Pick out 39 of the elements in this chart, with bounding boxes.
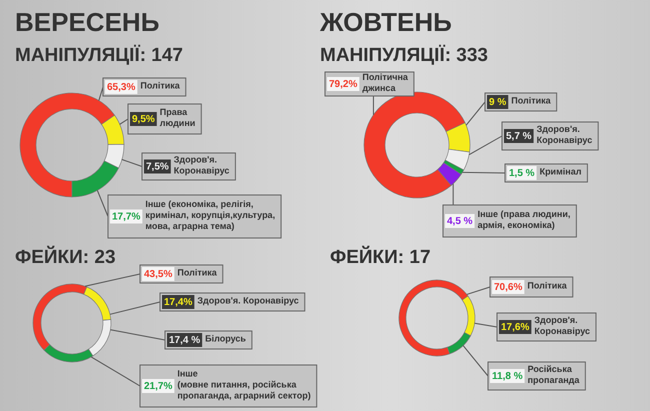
- data-label: 43,5%: [144, 269, 172, 280]
- slice-label: Здоров'я. Коронавірус: [534, 315, 590, 336]
- data-label: 79,2%: [329, 79, 358, 90]
- data-label: 7,5%: [146, 162, 169, 172]
- data-label: 65,3%: [107, 82, 136, 93]
- chart-subtitle: ЖОВТЕНЬ: [319, 7, 452, 37]
- data-label: 70,6%: [494, 282, 522, 293]
- slice-label: Політика: [511, 96, 552, 106]
- slice-label: Інше (економіка, релігія, кримінал, корупція,культура, мова, аграрна тема): [145, 199, 276, 231]
- data-label: 9 %: [489, 97, 506, 108]
- data-label: 4,5 %: [447, 216, 473, 227]
- slice-label: Інше (мовне питання, російська пропаганда, аграрний сектор): [177, 368, 311, 400]
- chart-title: МАНІПУЛЯЦІЇ: 147: [15, 44, 183, 66]
- data-label: 17,6%: [501, 322, 530, 333]
- slice-label: Російська пропаганда: [528, 364, 580, 385]
- chart-title: ФЕЙКИ: 23: [15, 245, 116, 268]
- chart-subtitle: ВЕРЕСЕНЬ: [15, 7, 160, 37]
- data-label: 21,7%: [144, 381, 172, 392]
- data-label: 17,4%: [164, 297, 192, 308]
- chart-title: ФЕЙКИ: 17: [330, 245, 431, 268]
- slice-label: Здоров'я. Коронавірус: [174, 154, 230, 176]
- slice-label: Політика: [177, 268, 218, 278]
- slice-label: Кримінал: [540, 166, 582, 176]
- slice-label: Політична джинса: [362, 72, 409, 93]
- data-label: 9,5%: [132, 114, 155, 125]
- slice-label: Білорусь: [205, 334, 246, 344]
- slice-label: Здоров'я. Коронавірус: [536, 124, 592, 145]
- donut-slice: [437, 162, 462, 186]
- slice-label: Політика: [140, 80, 181, 90]
- slice-label: Політика: [527, 280, 568, 290]
- slice-label: Здоров'я. Коронавірус: [197, 296, 299, 306]
- chart-title: МАНІПУЛЯЦІЇ: 333: [320, 44, 488, 66]
- data-label: 1,5 %: [509, 168, 535, 179]
- data-label: 17,4 %: [169, 335, 200, 346]
- data-label: 5,7 %: [506, 131, 532, 142]
- data-label: 17,7%: [112, 212, 140, 222]
- data-label: 11,8 %: [492, 371, 523, 382]
- slice-label: Інше (права людини, армія, економіка): [478, 209, 570, 230]
- slice-label: Права людини: [160, 107, 196, 128]
